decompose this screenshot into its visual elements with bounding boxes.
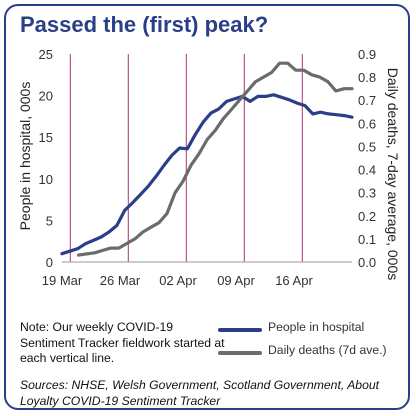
chart-title: Passed the (first) peak? xyxy=(20,12,269,37)
x-tick-label: 19 Mar xyxy=(42,273,83,288)
chart-legend: People in hospital Daily deaths (7d ave.… xyxy=(218,320,408,366)
left-axis-ticks: 0 5 10 15 20 25 xyxy=(39,47,53,270)
fieldwork-note: Note: Our weekly COVID-19 Sentiment Trac… xyxy=(20,320,225,365)
legend-label-hospital: People in hospital xyxy=(268,320,365,334)
y-tick-label: 20 xyxy=(39,89,53,104)
y2-tick-label: 0.9 xyxy=(358,47,376,62)
y2-tick-label: 0.8 xyxy=(358,70,376,85)
y2-tick-label: 0.6 xyxy=(358,116,376,131)
x-tick-label: 26 Mar xyxy=(100,273,141,288)
y2-tick-label: 0.3 xyxy=(358,186,376,201)
x-axis-ticks: 19 Mar 26 Mar 02 Apr 09 Apr 16 Apr xyxy=(42,273,314,288)
x-tick-label: 16 Apr xyxy=(275,273,313,288)
x-tick-label: 09 Apr xyxy=(217,273,255,288)
legend-label-deaths: Daily deaths (7d ave.) xyxy=(268,343,387,357)
y2-tick-label: 0.5 xyxy=(358,139,376,154)
legend-swatch-deaths xyxy=(218,351,262,355)
legend-item-deaths: Daily deaths (7d ave.) xyxy=(218,343,408,366)
right-axis-ticks: 0.0 0.1 0.2 0.3 0.4 0.5 0.6 0.7 0.8 0.9 xyxy=(358,47,376,270)
y2-tick-label: 0.2 xyxy=(358,209,376,224)
y2-tick-label: 0.7 xyxy=(358,93,376,108)
series-line-deaths xyxy=(76,61,354,257)
y2-tick-label: 0.1 xyxy=(358,232,376,247)
chart-series xyxy=(60,61,354,257)
chart-card: Passed the (first) peak? 0 5 10 15 20 25 0.0 0… xyxy=(4,4,410,410)
y2-tick-label: 0.0 xyxy=(358,255,376,270)
series-line-hospital xyxy=(60,93,354,256)
legend-item-hospital: People in hospital xyxy=(218,320,408,343)
legend-swatch-hospital xyxy=(218,328,262,332)
y-tick-label: 5 xyxy=(46,213,53,228)
sources-note: Sources: NHSE, Welsh Government, Scotlan… xyxy=(20,378,380,408)
y2-axis-label: Daily deaths, 7-day average, 000s xyxy=(385,68,401,280)
y2-tick-label: 0.4 xyxy=(358,163,376,178)
y-tick-label: 0 xyxy=(46,255,53,270)
fieldwork-start-lines xyxy=(69,54,303,262)
x-tick-label: 02 Apr xyxy=(159,273,197,288)
y-tick-label: 15 xyxy=(39,130,53,145)
y-tick-label: 10 xyxy=(39,172,53,187)
y-tick-label: 25 xyxy=(39,47,53,62)
y-axis-label: People in hospital, 000s xyxy=(17,82,33,231)
